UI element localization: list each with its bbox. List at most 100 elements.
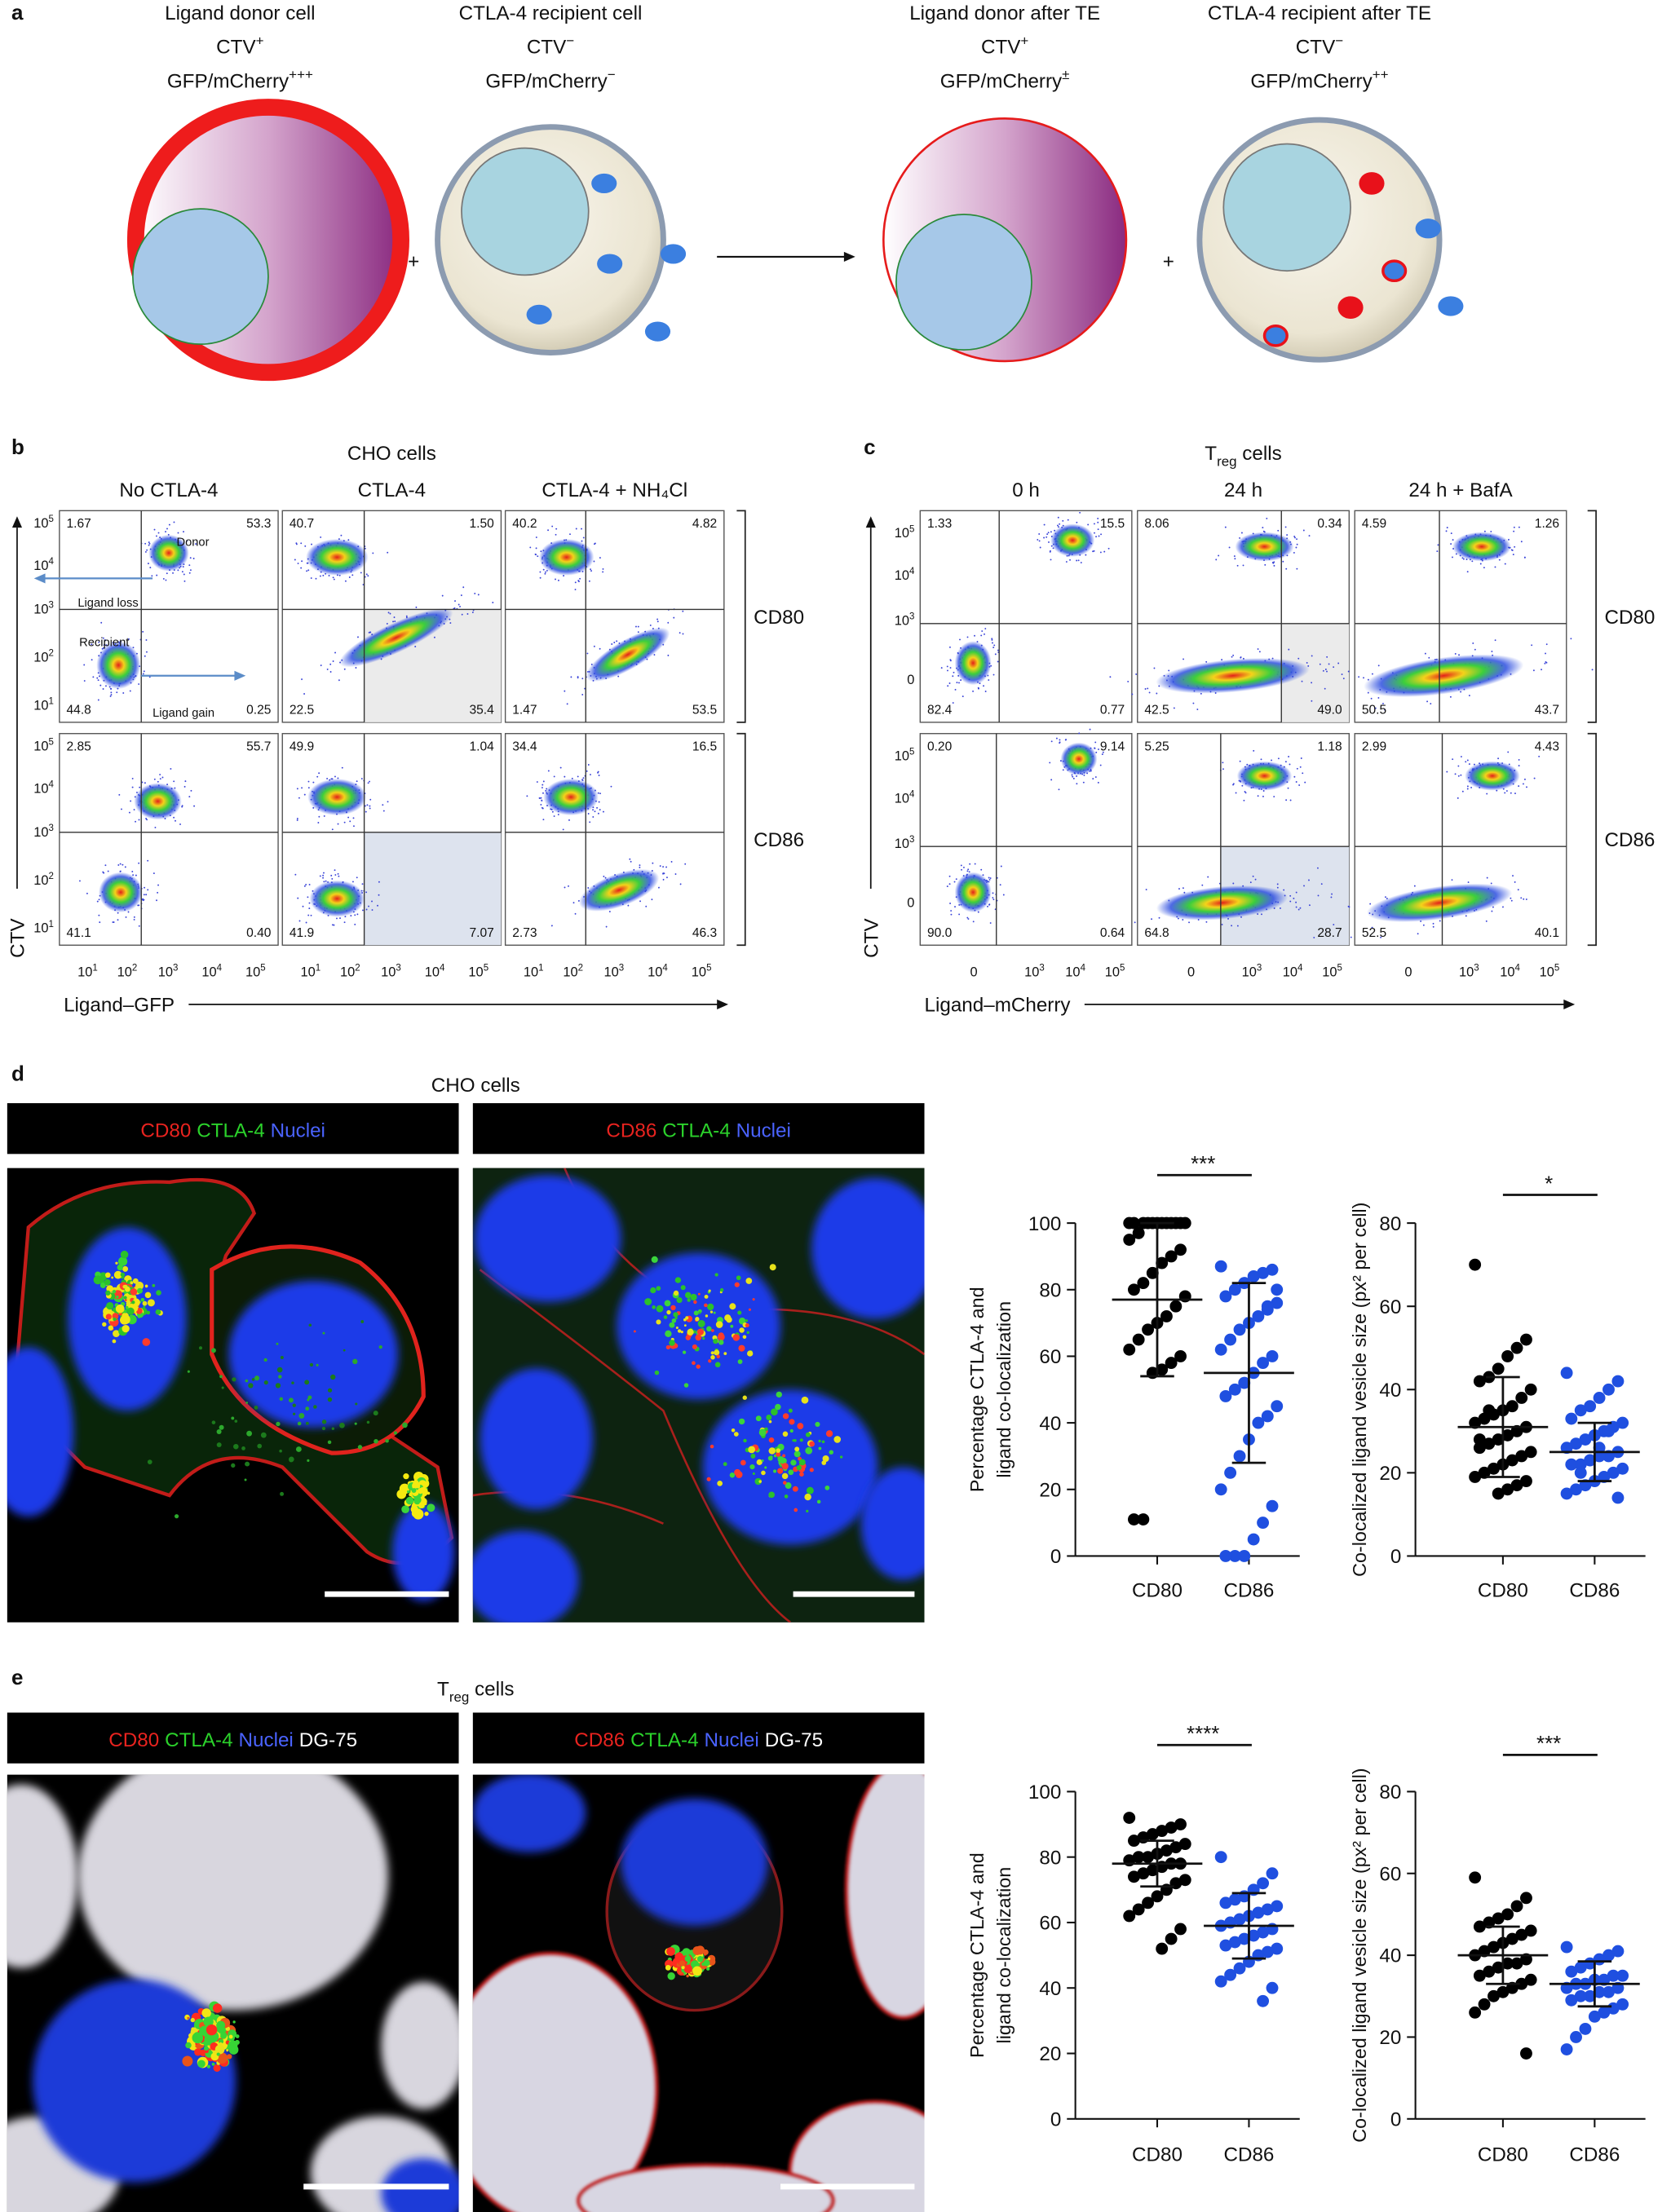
data-point (1165, 1821, 1178, 1834)
data-point (1588, 2010, 1601, 2023)
quadrant-value: 8.06 (1144, 517, 1169, 531)
speckle (738, 1344, 745, 1352)
speckle (308, 1323, 312, 1327)
text-base: 10 (77, 965, 92, 979)
label-bar (472, 1712, 925, 1764)
x-tick-label: 104 (425, 963, 445, 979)
event-dot (1491, 910, 1493, 912)
speckle (805, 1432, 811, 1437)
event-dot (581, 540, 583, 542)
density-core (954, 872, 992, 913)
text-base: GFP/mCherry (485, 70, 608, 92)
event-dot (1342, 678, 1345, 680)
quadrant-value: 1.50 (469, 517, 494, 531)
data-point (1565, 1993, 1578, 2007)
event-dot (980, 868, 983, 871)
speckle (746, 1350, 754, 1357)
event-dot (989, 877, 992, 879)
speckle (187, 1370, 190, 1373)
event-dot (1196, 709, 1199, 711)
speckle (729, 1472, 736, 1478)
event-dot (988, 876, 990, 879)
y-tick-label: 60 (1379, 1296, 1401, 1318)
event-dot (1076, 559, 1078, 562)
event-dot (587, 813, 590, 815)
data-point (1483, 1965, 1496, 1978)
speckle (809, 1468, 814, 1472)
event-dot (378, 881, 380, 883)
event-dot (1523, 898, 1525, 900)
event-dot (371, 900, 373, 903)
event-dot (974, 863, 976, 865)
speckle (104, 1278, 111, 1286)
quadrant-value: 1.26 (1535, 517, 1559, 531)
event-dot (566, 703, 568, 705)
event-dot (405, 615, 408, 617)
event-dot (1326, 656, 1328, 658)
event-dot (652, 862, 654, 864)
data-point (1146, 1266, 1159, 1279)
event-dot (992, 892, 994, 894)
event-dot (1233, 555, 1236, 558)
speckle (675, 1326, 679, 1330)
event-dot (999, 884, 1001, 886)
event-dot (1287, 787, 1289, 789)
data-point (1174, 1818, 1187, 1830)
event-dot (526, 795, 528, 797)
event-dot (1236, 564, 1239, 567)
speckle (692, 1966, 702, 1976)
data-point (1501, 1483, 1514, 1496)
event-dot (577, 580, 580, 582)
micrograph-content (472, 1774, 925, 2212)
density-cloud (294, 869, 380, 926)
quadrant-value: 46.3 (692, 926, 717, 940)
event-dot (1076, 775, 1078, 777)
dg75-cell (844, 1774, 925, 2020)
event-dot (1221, 659, 1223, 661)
event-dot (1058, 788, 1060, 791)
speckle (748, 1308, 751, 1311)
speckle (219, 1375, 223, 1379)
event-dot (1297, 657, 1300, 660)
speckle (777, 1455, 785, 1463)
x-tick-label: 103 (1242, 963, 1262, 979)
event-dot (988, 679, 990, 681)
speckle (677, 1329, 682, 1333)
event-dot (610, 785, 612, 788)
superscript: 5 (706, 963, 711, 973)
event-dot (1046, 533, 1049, 536)
event-dot (1302, 772, 1304, 775)
event-dot (1257, 795, 1259, 797)
text-base: 10 (33, 650, 48, 664)
speckle (839, 1455, 843, 1459)
superscript: 4 (440, 963, 445, 973)
event-dot (83, 664, 86, 666)
event-dot (357, 636, 359, 638)
cell-title: CTLA-4 recipient after TE (1208, 2, 1431, 24)
event-dot (1131, 693, 1134, 695)
cell-title: CTLA-4 recipient cell (459, 2, 643, 24)
vesicle (644, 321, 671, 342)
event-dot (1330, 896, 1333, 898)
arrow-head (33, 573, 46, 584)
dg75-cell (472, 1951, 659, 2212)
panel-label: d (11, 1062, 24, 1085)
event-dot (1501, 906, 1504, 908)
speckle (816, 1499, 821, 1504)
text-base: 10 (33, 603, 48, 617)
x-tick-label: 104 (1283, 963, 1303, 979)
event-dot (952, 675, 954, 678)
event-dot (613, 642, 616, 643)
speckle (673, 1312, 679, 1318)
speckle (719, 1287, 724, 1292)
data-point (1574, 1458, 1587, 1471)
event-dot (1244, 792, 1247, 794)
event-dot (352, 825, 355, 828)
superscript: 4 (49, 779, 55, 789)
quadrant-value: 0.40 (246, 926, 272, 940)
row-bracket (736, 732, 746, 947)
event-dot (1205, 660, 1208, 663)
event-dot (1043, 523, 1045, 526)
panel-title: Treg cells (437, 1679, 514, 1705)
event-dot (433, 636, 435, 638)
